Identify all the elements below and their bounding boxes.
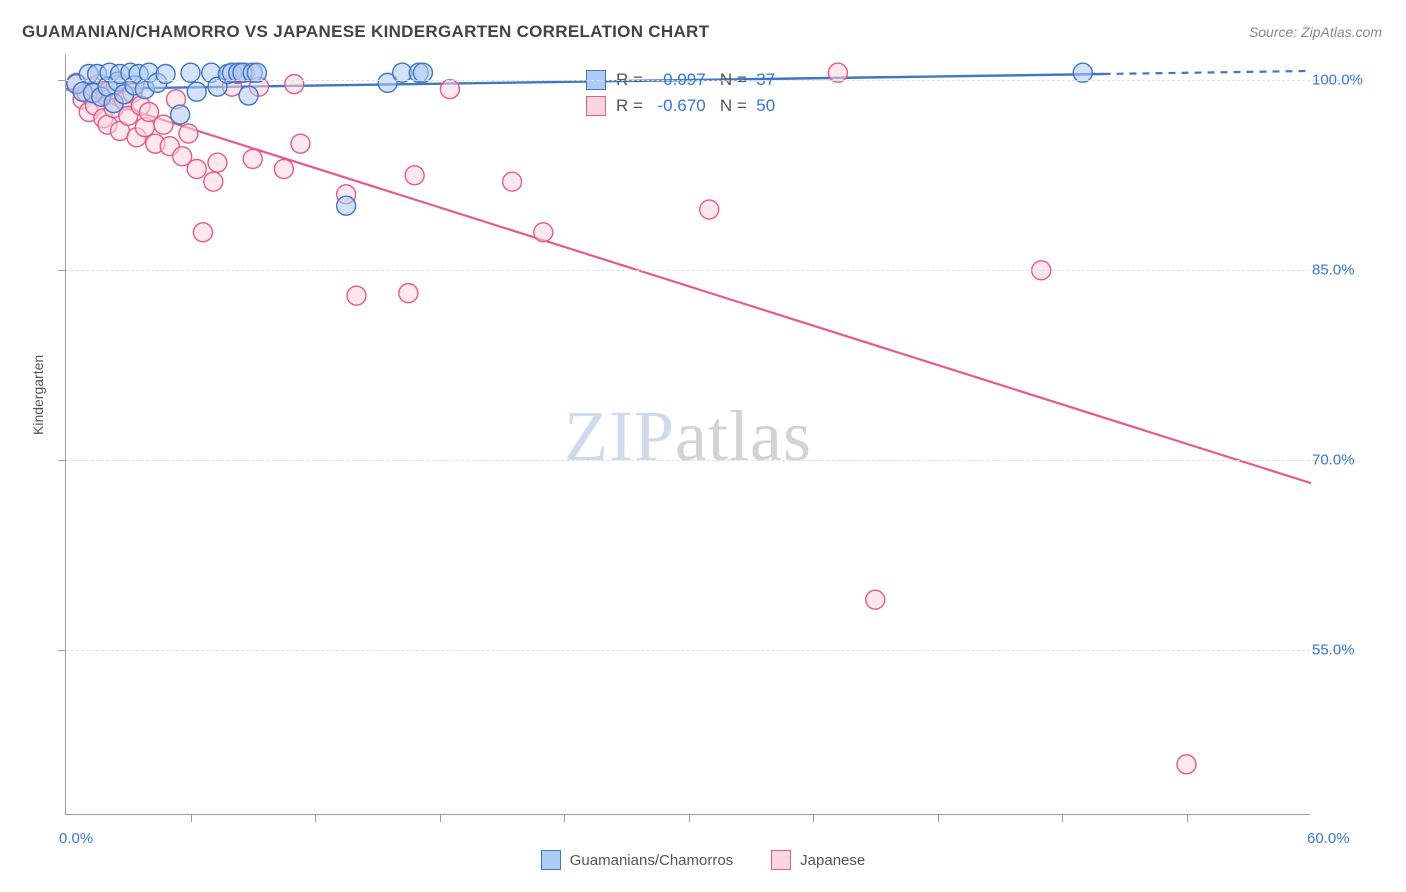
gridline	[66, 80, 1355, 81]
x-max-label: 60.0%	[1307, 830, 1350, 847]
x-tick	[191, 814, 192, 822]
stats-legend-box: R = 0.097 N = 37R = -0.670 N = 50	[586, 67, 775, 119]
stats-row: R = -0.670 N = 50	[586, 93, 775, 119]
chart-title: GUAMANIAN/CHAMORRO VS JAPANESE KINDERGAR…	[22, 22, 709, 42]
blue-swatch-icon	[541, 850, 561, 870]
x-tick	[938, 814, 939, 822]
y-tick	[58, 270, 66, 271]
bottom-legend: Guamanians/Chamorros Japanese	[0, 850, 1406, 870]
y-tick-label: 55.0%	[1312, 642, 1372, 659]
y-axis-label: Kindergarten	[30, 355, 46, 435]
gridline	[66, 270, 1355, 271]
x-tick	[813, 814, 814, 822]
plot-container: ZIPatlas R = 0.097 N = 37R = -0.670 N = …	[65, 55, 1355, 815]
pink-swatch-icon	[586, 96, 606, 116]
x-tick	[564, 814, 565, 822]
x-min-label: 0.0%	[59, 830, 93, 847]
pink-swatch-icon	[771, 850, 791, 870]
gridline	[66, 460, 1355, 461]
legend-label: Guamanians/Chamorros	[570, 852, 733, 869]
plot-svg	[66, 55, 1311, 815]
chart-source: Source: ZipAtlas.com	[1249, 24, 1382, 40]
y-tick	[58, 80, 66, 81]
x-tick	[440, 814, 441, 822]
legend-item: Japanese	[771, 850, 865, 870]
legend-item: Guamanians/Chamorros	[541, 850, 733, 870]
x-tick	[1062, 814, 1063, 822]
y-tick	[58, 650, 66, 651]
gridline	[66, 650, 1355, 651]
y-tick	[58, 460, 66, 461]
y-tick-label: 85.0%	[1312, 262, 1372, 279]
x-tick	[315, 814, 316, 822]
x-tick	[689, 814, 690, 822]
y-tick-label: 70.0%	[1312, 452, 1372, 469]
plot-area: ZIPatlas R = 0.097 N = 37R = -0.670 N = …	[65, 55, 1310, 815]
legend-label: Japanese	[800, 852, 865, 869]
x-tick	[1187, 814, 1188, 822]
y-tick-label: 100.0%	[1312, 72, 1372, 89]
